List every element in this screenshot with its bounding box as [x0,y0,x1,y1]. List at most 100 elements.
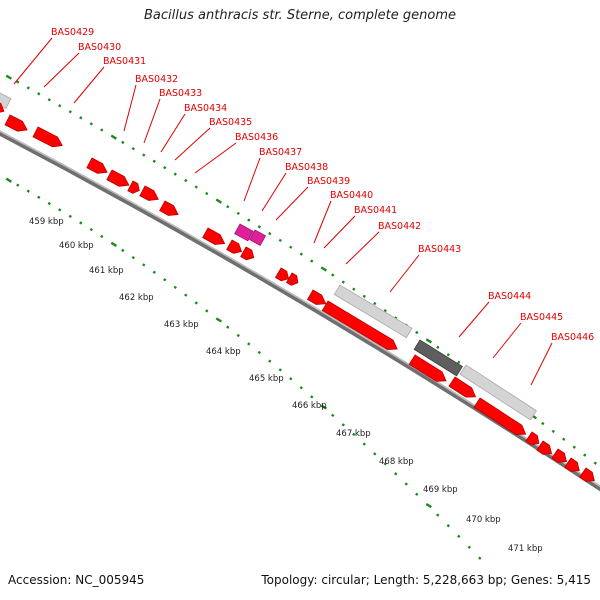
tick-mark [173,172,177,176]
tick-mark [184,293,188,297]
gene-arrow[interactable] [408,354,449,386]
kbp-tick-label: 460 kbp [59,241,94,251]
tick-mark [467,545,471,549]
backbone-line [0,130,600,492]
tick-mark [383,462,387,466]
gene-arrow[interactable] [4,114,30,135]
tick-mark [142,153,146,157]
genome-backbone [0,130,600,492]
gene-labels[interactable]: BAS0429 BAS0430 BAS0431 BAS0432 BAS0433 BAS04… [51,27,594,343]
gene-label[interactable]: BAS0431 [103,56,146,67]
gene-label[interactable]: BAS0441 [354,205,397,216]
gene-arrow[interactable] [274,267,292,284]
gene-label[interactable]: BAS0439 [307,176,350,187]
leader-line [261,172,287,212]
gene-label[interactable]: BAS0443 [418,244,461,255]
tick-mark [37,92,41,96]
gene-arrow[interactable] [448,376,478,401]
kbp-tick-label: 462 kbp [119,293,154,303]
gene-label[interactable]: BAS0442 [378,221,421,232]
tick-mark [289,245,293,249]
gene-label[interactable]: BAS0446 [551,332,594,343]
tick-mark [110,134,117,140]
gene-arrow[interactable] [306,289,329,309]
tick-mark [236,211,240,216]
gene-label[interactable]: BAS0444 [488,291,531,302]
tick-mark [425,338,432,344]
gene-arrow[interactable] [536,440,555,458]
rna-feature[interactable] [249,229,267,246]
gene-arrow[interactable] [0,99,6,116]
tick-mark [257,350,261,355]
tick-mark [152,270,156,274]
kbp-tick-label: 461 kbp [89,266,124,276]
gene-arrow[interactable] [525,431,542,448]
rna-feature[interactable] [234,223,254,242]
tick-mark [362,294,366,298]
tick-mark [121,248,125,253]
gene-arrow[interactable] [159,200,181,219]
gene-arrow[interactable] [551,448,570,466]
tick-mark [478,556,482,560]
gene-arrow[interactable] [106,169,132,190]
gene-arrow[interactable] [139,185,161,204]
gene-label[interactable]: BAS0435 [209,117,252,128]
pseudogene-box[interactable] [333,284,413,339]
tick-mark [16,183,20,187]
gene-label[interactable]: BAS0438 [285,162,328,173]
tick-mark [394,472,398,476]
pseudogene-box[interactable] [413,339,463,377]
gene-label[interactable]: BAS0434 [184,103,227,114]
gene-label[interactable]: BAS0436 [235,132,278,143]
tick-mark [289,377,293,381]
tick-mark [415,492,419,496]
tick-mark [425,502,432,509]
gene-features[interactable] [0,85,598,485]
tick-mark [79,116,83,120]
gene-label[interactable]: BAS0432 [135,74,178,85]
gene-arrow[interactable] [202,227,228,248]
tick-mark [215,317,222,323]
gene-arrow[interactable] [473,397,529,439]
kbp-tick-label: 468 kbp [379,457,414,467]
gene-arrow[interactable] [240,246,257,262]
pseudogene-box[interactable] [0,85,12,110]
gene-label[interactable]: BAS0437 [259,147,302,158]
gene-arrow[interactable] [321,300,400,354]
tick-mark [436,513,440,517]
tick-mark [572,445,576,449]
gene-label[interactable]: BAS0445 [520,312,563,323]
tick-mark [173,285,177,290]
gene-arrow[interactable] [579,467,598,485]
gene-arrow[interactable] [127,180,142,195]
gene-arrow[interactable] [86,157,110,177]
leader-line [492,322,522,359]
gene-label[interactable]: BAS0430 [78,42,121,53]
gene-label[interactable]: BAS0433 [159,88,202,99]
tick-mark [320,404,327,410]
gene-label[interactable]: BAS0429 [51,27,94,38]
gene-label[interactable]: BAS0440 [330,190,373,201]
gene-arrow[interactable] [226,239,245,256]
tick-mark [541,421,545,426]
leader-line [323,215,356,249]
tick-mark [268,359,272,363]
tick-mark [299,386,303,390]
kbp-tick-label: 471 kbp [508,544,543,554]
tick-mark [100,234,104,239]
leader-line [530,342,553,386]
gene-arrow[interactable] [32,126,65,150]
map-title: Bacillus anthracis str. Sterne, complete… [144,8,456,23]
gene-arrow[interactable] [285,272,301,288]
leader-line [123,84,137,132]
gene-arrow[interactable] [564,457,583,475]
tick-mark [457,534,461,539]
tick-mark [446,524,450,528]
tick-mark [163,166,167,170]
label-leader-lines [13,37,553,386]
tick-mark [341,280,345,284]
leader-line [345,231,380,265]
tick-mark [362,442,366,446]
pseudogene-box[interactable] [459,364,538,421]
